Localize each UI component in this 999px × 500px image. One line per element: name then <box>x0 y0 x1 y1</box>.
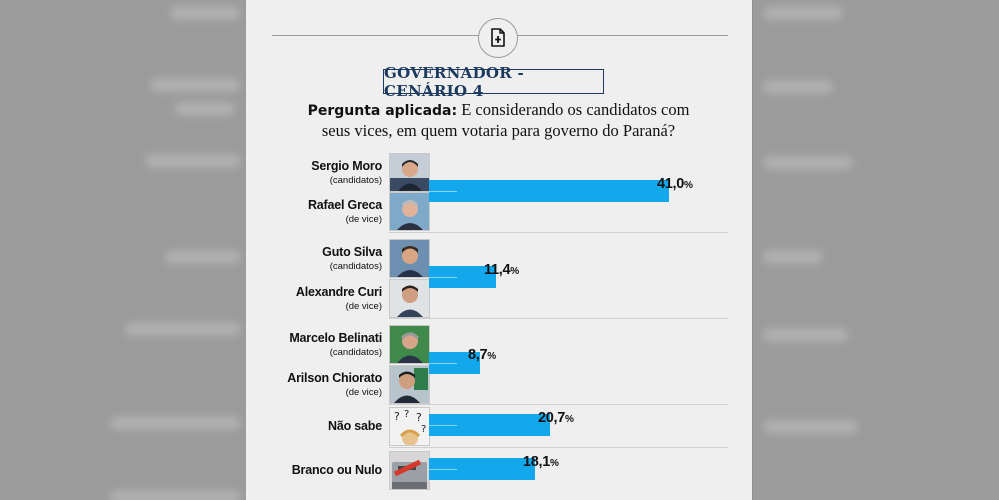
vice-label: Alexandre Curi (de vice) <box>295 285 382 312</box>
candidate-photo <box>389 325 430 364</box>
value-label-nao-sabe: 20,7% <box>538 410 574 426</box>
category-label: Não sabe <box>328 419 382 433</box>
chart-title: GOVERNADOR - CENÁRIO 4 <box>383 64 604 100</box>
candidate-photo <box>389 239 430 278</box>
question-marks-icon: ???? <box>389 407 430 446</box>
bar-branco-ou-nulo <box>429 458 535 480</box>
vice-photo <box>389 365 430 404</box>
candidate-photo <box>389 153 430 192</box>
bar-sergio-moro <box>429 180 669 202</box>
background-right <box>753 0 999 500</box>
question-text: Pergunta aplicada: E considerando os can… <box>286 100 711 140</box>
vice-label: Rafael Greca (de vice) <box>307 198 382 225</box>
category-label: Branco ou Nulo <box>291 463 382 477</box>
row-separator <box>389 404 728 405</box>
vice-label: Arilson Chiorato (de vice) <box>287 371 382 398</box>
svg-text:?: ? <box>394 410 400 423</box>
background-left <box>0 0 246 500</box>
row-separator <box>389 447 728 448</box>
svg-text:?: ? <box>421 424 426 435</box>
svg-text:?: ? <box>404 409 409 420</box>
candidate-label: Guto Silva (candidatos) <box>322 245 382 272</box>
question-label: Pergunta aplicada: <box>307 103 458 119</box>
question-line1: E considerando os candidatos com <box>457 100 690 119</box>
bar-guto-silva <box>429 266 496 288</box>
value-label-sergio-moro: 41,0% <box>657 176 693 192</box>
candidate-label: Marcelo Belinati (candidatos) <box>289 331 382 358</box>
value-label-marcelo-belinati: 8,7% <box>468 347 496 363</box>
row-separator <box>389 318 728 319</box>
value-label-guto-silva: 11,4% <box>484 262 519 278</box>
file-plus-icon[interactable] <box>478 18 518 58</box>
ballot-box-icon <box>389 451 430 490</box>
vice-photo <box>389 192 430 231</box>
bar-marcelo-belinati <box>429 352 480 374</box>
infographic-panel: GOVERNADOR - CENÁRIO 4 Pergunta aplicada… <box>246 0 752 500</box>
svg-text:?: ? <box>416 411 422 424</box>
candidate-label: Sergio Moro (candidatos) <box>311 159 382 186</box>
question-line2: seus vices, em quem votaria para governo… <box>321 121 676 140</box>
vice-photo <box>389 279 430 318</box>
value-label-branco-ou-nulo: 18,1% <box>523 454 559 470</box>
bar-nao-sabe <box>429 414 550 436</box>
row-separator <box>389 232 728 233</box>
